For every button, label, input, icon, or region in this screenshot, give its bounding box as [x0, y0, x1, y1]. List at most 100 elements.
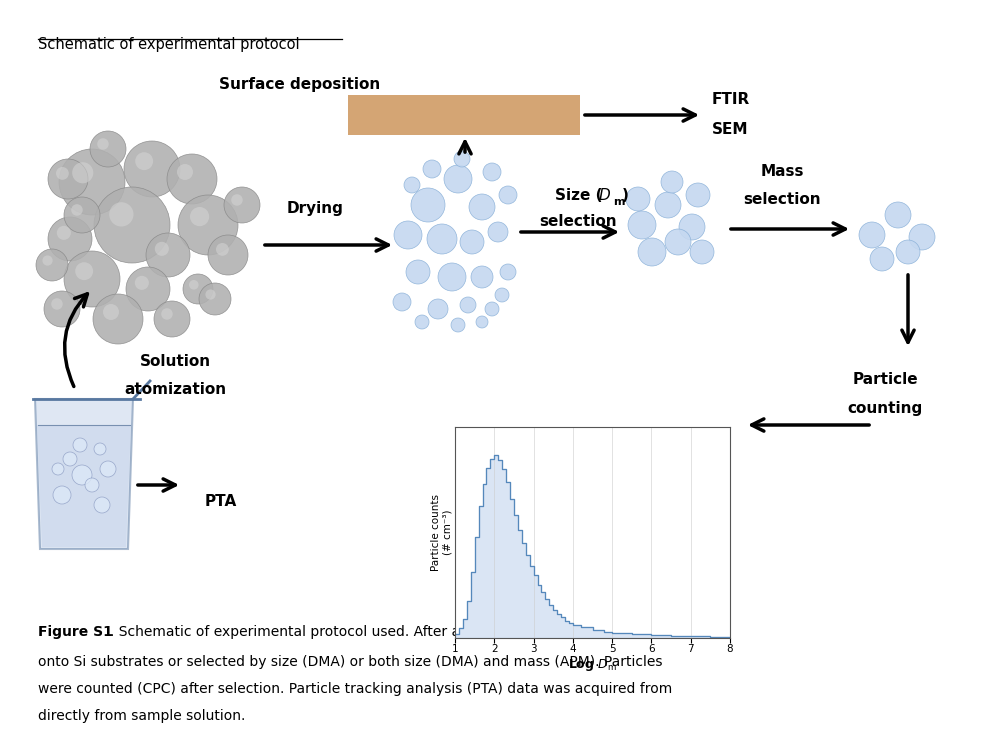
- Circle shape: [690, 240, 714, 264]
- Circle shape: [178, 195, 238, 255]
- Circle shape: [896, 240, 920, 264]
- Circle shape: [63, 452, 77, 466]
- Circle shape: [100, 461, 116, 477]
- Circle shape: [135, 153, 153, 170]
- Text: ): ): [622, 187, 629, 203]
- Circle shape: [135, 276, 149, 290]
- Circle shape: [216, 243, 229, 256]
- Circle shape: [155, 242, 169, 256]
- Circle shape: [48, 217, 92, 261]
- Text: counting: counting: [847, 402, 923, 416]
- Text: SEM: SEM: [712, 122, 748, 136]
- Circle shape: [208, 235, 248, 275]
- Circle shape: [686, 183, 710, 207]
- Circle shape: [411, 188, 445, 222]
- Circle shape: [97, 139, 109, 150]
- Circle shape: [183, 274, 213, 304]
- Text: Schematic of experimental protocol: Schematic of experimental protocol: [38, 37, 300, 52]
- Circle shape: [161, 308, 173, 320]
- Circle shape: [75, 262, 93, 280]
- Circle shape: [471, 266, 493, 288]
- Circle shape: [224, 187, 260, 223]
- Text: Figure S1: Figure S1: [38, 625, 113, 639]
- Circle shape: [126, 267, 170, 311]
- Circle shape: [476, 316, 488, 328]
- Circle shape: [488, 222, 508, 242]
- Circle shape: [51, 298, 63, 310]
- Circle shape: [454, 151, 470, 167]
- Circle shape: [460, 297, 476, 313]
- Text: m: m: [613, 197, 624, 207]
- Circle shape: [199, 283, 231, 315]
- Text: Mass: Mass: [760, 164, 804, 180]
- Circle shape: [57, 226, 71, 240]
- Text: Drying: Drying: [287, 201, 343, 217]
- Circle shape: [59, 149, 125, 215]
- Circle shape: [93, 294, 143, 344]
- Circle shape: [94, 187, 170, 263]
- Polygon shape: [37, 425, 131, 547]
- Circle shape: [404, 177, 420, 193]
- Circle shape: [406, 260, 430, 284]
- Text: $\mathit{D}$: $\mathit{D}$: [598, 187, 611, 203]
- Text: PTA: PTA: [205, 495, 237, 509]
- Circle shape: [36, 249, 68, 281]
- Circle shape: [394, 221, 422, 249]
- Circle shape: [44, 291, 80, 327]
- Circle shape: [679, 214, 705, 240]
- Circle shape: [626, 187, 650, 211]
- Text: were counted (CPC) after selection. Particle tracking analysis (PTA) data was ac: were counted (CPC) after selection. Part…: [38, 682, 672, 696]
- Circle shape: [628, 211, 656, 239]
- Text: directly from sample solution.: directly from sample solution.: [38, 709, 245, 723]
- Circle shape: [655, 192, 681, 218]
- Text: atomization: atomization: [124, 383, 226, 397]
- Circle shape: [103, 304, 119, 320]
- Circle shape: [495, 288, 509, 302]
- Circle shape: [189, 280, 199, 290]
- Circle shape: [500, 264, 516, 280]
- Circle shape: [423, 160, 441, 178]
- Circle shape: [146, 233, 190, 277]
- Polygon shape: [35, 399, 133, 549]
- Circle shape: [71, 204, 83, 216]
- Text: selection: selection: [539, 214, 617, 229]
- Circle shape: [393, 293, 411, 311]
- Circle shape: [485, 302, 499, 316]
- Circle shape: [859, 222, 885, 248]
- FancyBboxPatch shape: [348, 95, 580, 135]
- Circle shape: [451, 318, 465, 332]
- Circle shape: [499, 186, 517, 204]
- Text: onto Si substrates or selected by size (DMA) or both size (DMA) and mass (APM). : onto Si substrates or selected by size (…: [38, 655, 662, 669]
- Text: Solution: Solution: [139, 354, 211, 369]
- Circle shape: [909, 224, 935, 250]
- Circle shape: [90, 131, 126, 167]
- Circle shape: [73, 438, 87, 452]
- Circle shape: [64, 251, 120, 307]
- Circle shape: [665, 229, 691, 255]
- Circle shape: [124, 141, 180, 197]
- Text: Size (: Size (: [555, 187, 602, 203]
- Text: selection: selection: [743, 192, 821, 206]
- Circle shape: [48, 159, 88, 199]
- Circle shape: [167, 154, 217, 204]
- Circle shape: [469, 194, 495, 220]
- Circle shape: [638, 238, 666, 266]
- Circle shape: [94, 443, 106, 455]
- Circle shape: [72, 465, 92, 485]
- Circle shape: [438, 263, 466, 291]
- Text: Surface deposition: Surface deposition: [219, 77, 381, 93]
- Circle shape: [483, 163, 501, 181]
- Text: FTIR: FTIR: [712, 91, 750, 107]
- Circle shape: [885, 202, 911, 228]
- Circle shape: [231, 195, 243, 206]
- Circle shape: [870, 247, 894, 271]
- Circle shape: [427, 224, 457, 254]
- Circle shape: [72, 162, 93, 184]
- Text: . Schematic of experimental protocol used. After atomization particles were coll: . Schematic of experimental protocol use…: [110, 625, 704, 639]
- Circle shape: [444, 165, 472, 193]
- Circle shape: [42, 256, 53, 265]
- Circle shape: [85, 478, 99, 492]
- Circle shape: [64, 197, 100, 233]
- Circle shape: [56, 167, 69, 180]
- X-axis label: $\bf{Log}$ $\it{D}_\mathrm{m}$: $\bf{Log}$ $\it{D}_\mathrm{m}$: [568, 657, 617, 673]
